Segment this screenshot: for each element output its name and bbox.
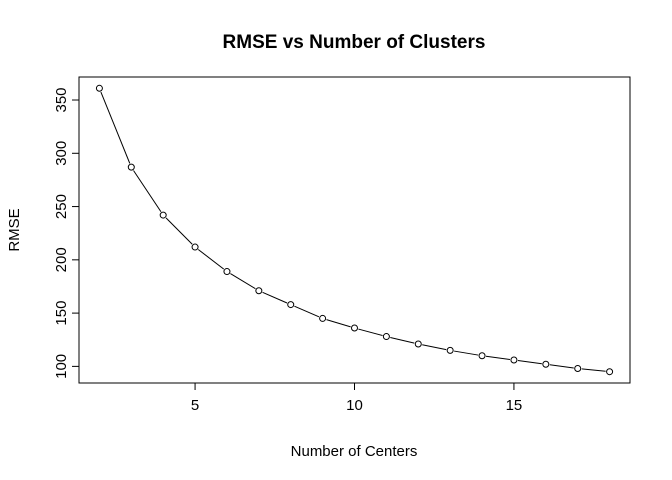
series-group [95,84,614,376]
series-line-segment [294,305,320,318]
series-line-segment [197,249,225,270]
data-point [382,333,390,341]
y-tick-label: 350 [53,87,70,112]
data-point [255,287,263,295]
series-line-segment [133,170,162,213]
y-tick-label: 200 [53,247,70,272]
series-line-segment [517,360,542,365]
data-point [95,84,103,92]
data-point [287,301,295,309]
x-axis: 5 10 15 [191,382,523,414]
series-line-segment [100,91,131,164]
plot-frame [78,76,631,384]
series-line-segment [454,350,479,356]
data-point [223,268,231,276]
data-point [351,324,358,332]
y-tick-label: 250 [53,194,70,219]
data-point [414,340,422,348]
series-line-segment [581,368,606,372]
y-tick-label: 300 [53,141,70,166]
data-point [159,211,167,219]
series-line-segment [549,364,574,369]
data-point [127,163,135,171]
x-axis-label: Number of Centers [291,443,418,460]
series-line-segment [326,319,351,328]
x-tick-label: 10 [346,397,363,414]
y-tick-label: 100 [53,354,70,379]
data-point [446,346,454,354]
series-line-segment [358,328,383,336]
series-line-segment [165,217,193,245]
data-point [574,365,582,373]
data-point [542,360,550,368]
series-line-segment [230,273,256,290]
y-tick-label: 150 [53,301,70,326]
data-point [191,243,199,251]
series-line-segment [422,344,447,351]
series-line-segment [485,355,511,360]
y-axis-label: RMSE [6,208,23,251]
data-point [478,352,486,360]
data-point [319,314,327,322]
x-tick-label: 5 [191,397,199,414]
y-axis: 100 150 200 250 300 350 [53,87,80,379]
data-point [606,368,614,376]
series-line-segment [262,291,288,304]
series-line-segment [390,336,415,344]
data-point [510,356,518,364]
chart-title: RMSE vs Number of Clusters [223,32,486,53]
x-tick-label: 15 [506,397,523,414]
